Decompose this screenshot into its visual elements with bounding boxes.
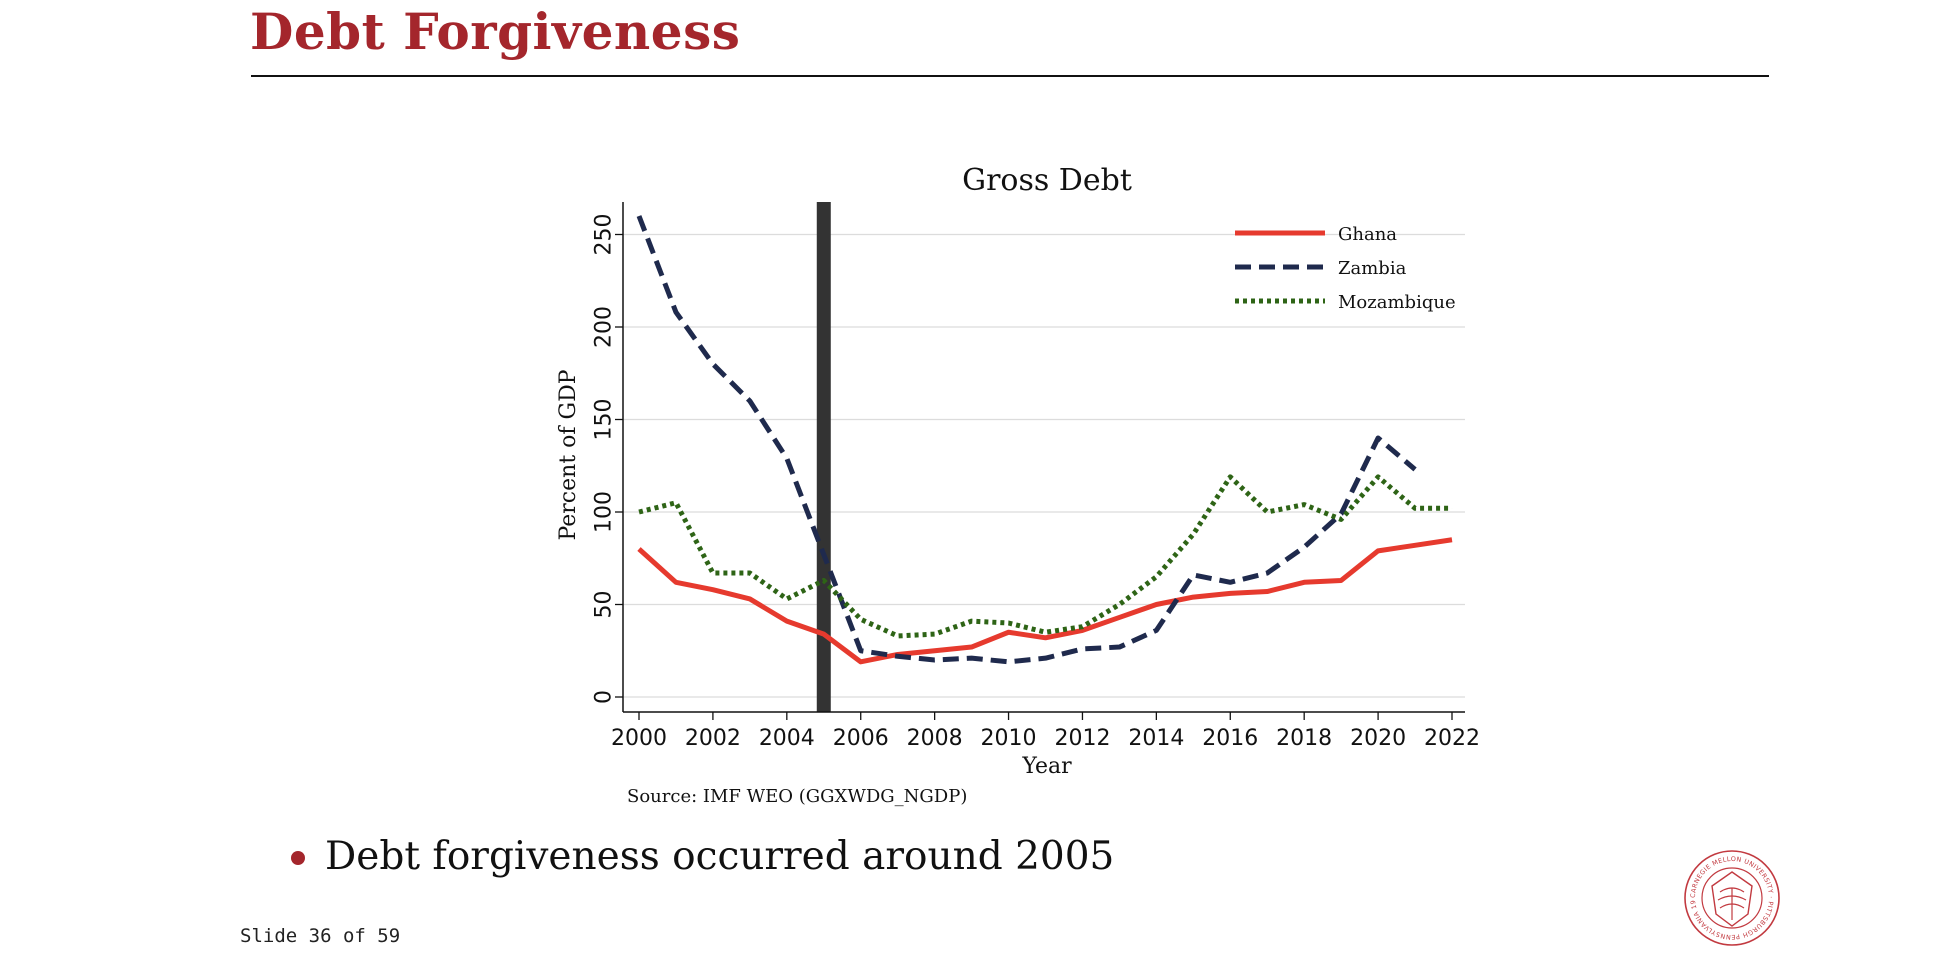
legend-label-mozambique: Mozambique [1338,292,1456,313]
x-tick-label-2022: 2022 [1424,726,1480,751]
bullet-text: Debt forgiveness occurred around 2005 [325,834,1115,879]
bullet-point-marker [291,851,305,865]
series-line-ghana [637,537,1453,665]
y-tick-label-250: 250 [592,214,617,256]
x-tick-label-2006: 2006 [833,726,889,751]
x-tick-label-2020: 2020 [1350,726,1406,751]
title-divider [251,75,1769,77]
x-tick-label-2002: 2002 [685,726,741,751]
slide-number: Slide 36 of 59 [240,925,401,947]
chart-title: Gross Debt [962,163,1132,198]
slide-title: Debt Forgiveness [250,2,741,61]
series-line-zambia [636,215,1417,665]
y-tick-label-150: 150 [592,399,617,441]
y-tick-label-50: 50 [592,591,617,619]
chart-source-note: Source: IMF WEO (GGXWDG_NGDP) [627,786,967,807]
series-lines [636,215,1453,665]
x-tick-label-2012: 2012 [1054,726,1110,751]
axis-ticks: 0 50 100 150 200 250 2000 2002 2004 2006 2008 2010 2… [592,214,1481,752]
x-tick-label-2000: 2000 [611,726,667,751]
y-axis-label: Percent of GDP [556,369,581,540]
x-tick-label-2016: 2016 [1202,726,1258,751]
y-tick-label-0: 0 [592,690,617,704]
x-tick-label-2014: 2014 [1128,726,1184,751]
chart-legend: Ghana Zambia Mozambique [1235,224,1456,313]
legend-label-zambia: Zambia [1338,258,1407,279]
x-tick-label-2008: 2008 [907,726,963,751]
legend-label-ghana: Ghana [1338,224,1397,245]
x-tick-label-2018: 2018 [1276,726,1332,751]
carnegie-mellon-seal-icon: CARNEGIE MELLON UNIVERSITY · PITTSBURGH … [1682,848,1780,946]
y-tick-label-100: 100 [592,491,617,533]
series-line-mozambique [638,474,1452,639]
x-axis-label: Year [1021,754,1072,779]
x-tick-label-2004: 2004 [759,726,815,751]
y-tick-label-200: 200 [592,306,617,348]
x-tick-label-2010: 2010 [981,726,1037,751]
